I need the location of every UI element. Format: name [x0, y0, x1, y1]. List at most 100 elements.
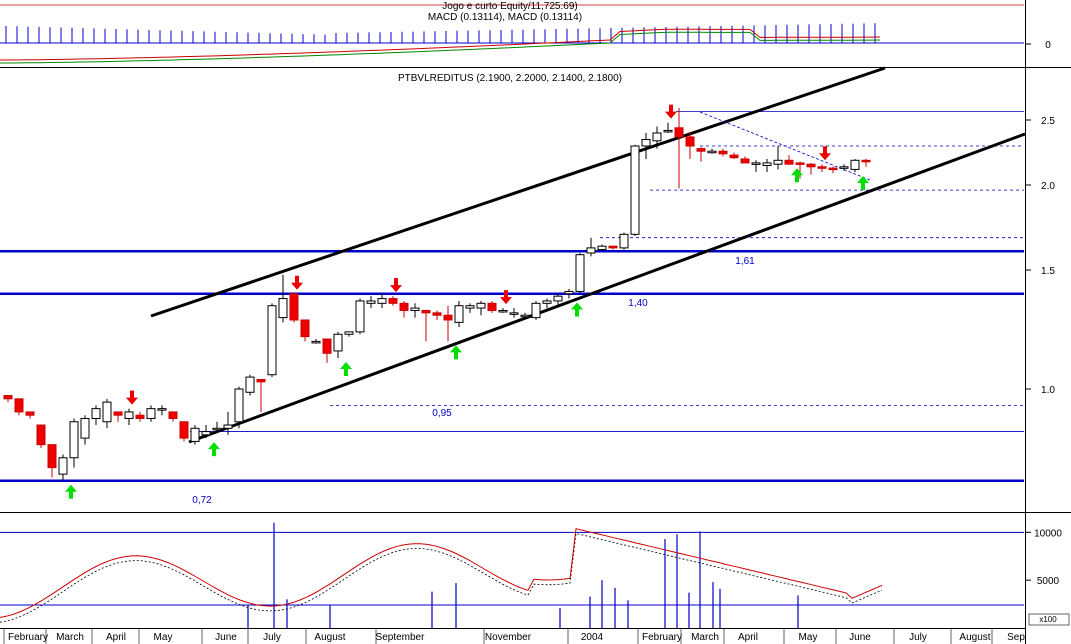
candle-down: [685, 136, 695, 147]
candle-up: [234, 388, 244, 423]
x-month-label: 2004: [581, 632, 604, 643]
candle-down: [14, 398, 24, 413]
candle-up: [366, 300, 376, 304]
lower-channel-line: [188, 132, 1026, 444]
candle-up: [157, 408, 167, 411]
candle-up: [223, 424, 233, 429]
candle-down: [322, 338, 332, 354]
candle-up: [102, 401, 112, 423]
x-month-label: March: [691, 632, 719, 643]
candle-up: [762, 162, 772, 166]
level-labels: 1,61 1,40 0,95 0,72: [192, 256, 755, 506]
buy-signal-arrow: [791, 168, 803, 183]
candle-up: [212, 427, 222, 431]
macd-signal-line: [0, 31, 881, 64]
candle-down: [443, 314, 453, 321]
x-axis-labels: February March April May June July August Septe…: [3, 628, 1025, 644]
candle-down: [421, 309, 431, 314]
candle-up: [531, 302, 541, 319]
candle-up: [564, 290, 574, 295]
candle-up: [124, 411, 134, 419]
candle-down: [806, 163, 816, 168]
macd-title-line1: Jogo e curto Equity/11,725.69): [442, 1, 577, 12]
candle-down: [3, 395, 13, 400]
sell-signal-arrow: [819, 146, 831, 161]
candle-down: [289, 293, 299, 321]
x-month-label: September: [376, 632, 426, 643]
x-month-label: April: [106, 632, 126, 643]
level-label: 1,61: [735, 256, 755, 267]
candle-up: [201, 431, 211, 436]
candle-up: [773, 159, 783, 165]
candle-up: [278, 298, 288, 319]
volume-unit-label: x100: [1039, 615, 1057, 624]
candle-down: [696, 148, 706, 152]
candle-down: [784, 159, 794, 165]
candle-up: [465, 305, 475, 309]
price-y-tick: 2.5: [1041, 116, 1055, 127]
sell-signal-arrow: [291, 275, 303, 290]
signal-arrows: [65, 104, 869, 499]
candle-up: [597, 245, 607, 251]
candle-up: [586, 247, 596, 254]
candle-up: [751, 162, 761, 165]
candle-down: [113, 411, 123, 416]
volume-oscillator-line: [0, 528, 883, 618]
candle-down: [47, 444, 57, 469]
candle-down: [729, 154, 739, 159]
x-month-label: June: [849, 632, 871, 643]
buy-signal-arrow: [450, 345, 462, 360]
level-label: 0,72: [192, 495, 212, 506]
candle-up: [333, 333, 343, 352]
candle-up: [245, 376, 255, 393]
sell-signal-arrow: [665, 104, 677, 119]
x-month-label: August: [959, 632, 990, 643]
candle-down: [388, 298, 398, 304]
candle-up: [509, 312, 519, 315]
candle-up: [355, 300, 365, 333]
candle-up: [707, 150, 717, 154]
x-month-label: November: [485, 632, 532, 643]
candle-down: [36, 424, 46, 446]
candle-up: [542, 300, 552, 304]
candle-up: [850, 159, 860, 170]
volume-average-line: [0, 533, 883, 623]
x-month-label: February: [8, 632, 48, 643]
candle-up: [267, 305, 277, 376]
price-y-tick: 1.5: [1041, 266, 1055, 277]
macd-line: [0, 28, 881, 61]
candle-up: [498, 309, 508, 313]
candle-down: [718, 150, 728, 155]
macd-y-tick: 0: [1045, 40, 1051, 51]
candle-down: [795, 162, 805, 165]
x-month-label: April: [738, 632, 758, 643]
x-month-label: August: [314, 632, 345, 643]
candle-up: [80, 417, 90, 439]
candle-up: [476, 302, 486, 309]
candle-up: [377, 298, 387, 304]
candle-down: [817, 166, 827, 169]
candle-up: [91, 408, 101, 419]
volume-y-tick: 10000: [1034, 528, 1062, 539]
y-axis-labels: 0 2.5 2.0 1.5 1.0 10000 5000: [1025, 40, 1062, 587]
candle-down: [608, 245, 618, 249]
x-month-label: May: [799, 632, 818, 643]
candle-up: [575, 254, 585, 292]
candle-up: [344, 331, 354, 335]
candle-down: [135, 414, 145, 419]
candle-down: [487, 302, 497, 311]
x-month-label: February: [642, 632, 682, 643]
candle-down: [432, 312, 442, 316]
candle-up: [190, 427, 200, 442]
candle-up: [410, 307, 420, 311]
buy-signal-arrow: [857, 176, 869, 190]
level-label: 0,95: [432, 408, 452, 419]
volume-panel: [0, 522, 1070, 628]
macd-panel: [0, 4, 1024, 64]
candle-down: [25, 411, 35, 416]
volume-y-tick: 5000: [1037, 576, 1060, 587]
upper-channel-line: [150, 66, 886, 318]
x-month-label: June: [215, 632, 237, 643]
candle-down: [399, 302, 409, 311]
